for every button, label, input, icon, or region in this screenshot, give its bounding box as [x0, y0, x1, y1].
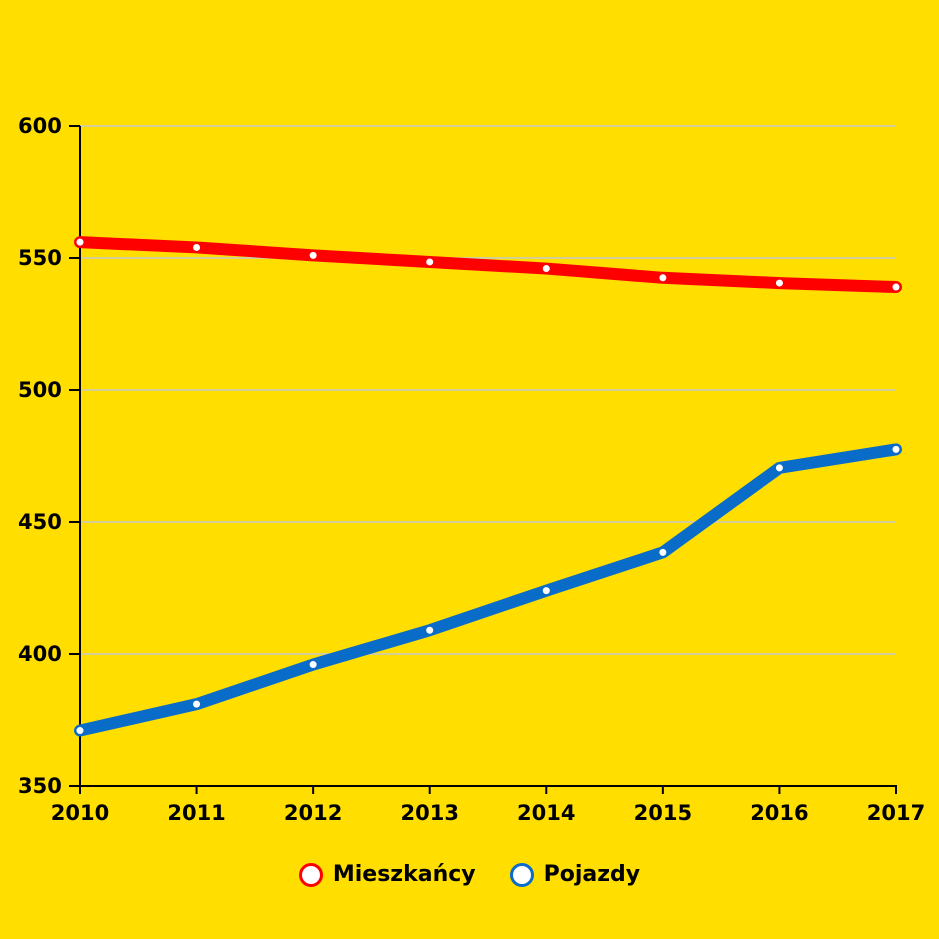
- x-tick-label-2012: 2012: [284, 801, 342, 825]
- data-point-0-2015: [659, 274, 667, 282]
- series-lines: [74, 236, 902, 737]
- data-point-1-2010: [76, 727, 84, 735]
- series-line-0: [74, 236, 902, 294]
- x-tick-label-2015: 2015: [634, 801, 692, 825]
- x-tick-label-2011: 2011: [167, 801, 225, 825]
- data-point-0-2013: [426, 258, 434, 266]
- data-point-0-2010: [76, 238, 84, 246]
- data-point-1-2017: [892, 445, 900, 453]
- y-tick-label-350: 350: [18, 774, 62, 798]
- y-tick-label-500: 500: [18, 378, 62, 402]
- legend-item-series-1[interactable]: Pojazdy: [509, 862, 641, 887]
- x-tick-label-2010: 2010: [51, 801, 109, 825]
- y-tick-label-550: 550: [18, 246, 62, 270]
- y-axis-ticks: 350 400 450 500 550 600: [18, 114, 80, 798]
- data-point-0-2016: [775, 279, 783, 287]
- x-tick-label-2017: 2017: [867, 801, 925, 825]
- legend-marker-series-0: [298, 862, 323, 887]
- grid-lines: [80, 125, 896, 655]
- y-tick-label-600: 600: [18, 114, 62, 138]
- legend: Mieszkańcy Pojazdy: [0, 862, 939, 887]
- series-line-1: [74, 443, 902, 737]
- data-point-1-2014: [542, 587, 550, 595]
- data-point-0-2014: [542, 265, 550, 273]
- axes: [79, 126, 897, 787]
- legend-label-series-1: Pojazdy: [543, 862, 641, 887]
- y-tick-label-450: 450: [18, 510, 62, 534]
- data-point-0-2011: [193, 243, 201, 251]
- x-tick-label-2014: 2014: [517, 801, 575, 825]
- x-tick-label-2016: 2016: [750, 801, 808, 825]
- data-point-1-2012: [309, 661, 317, 669]
- legend-item-series-0[interactable]: Mieszkańcy: [298, 862, 476, 887]
- data-point-0-2012: [309, 251, 317, 259]
- x-tick-label-2013: 2013: [400, 801, 458, 825]
- legend-marker-series-1: [509, 862, 534, 887]
- data-point-0-2017: [892, 283, 900, 291]
- x-axis-ticks: 2010 2011 2012 2013 2014 2015 2016 2017: [51, 786, 925, 825]
- data-point-1-2015: [659, 548, 667, 556]
- data-point-1-2013: [426, 626, 434, 634]
- y-tick-label-400: 400: [18, 642, 62, 666]
- data-point-1-2011: [193, 700, 201, 708]
- data-point-1-2016: [775, 464, 783, 472]
- legend-label-series-0: Mieszkańcy: [332, 862, 476, 887]
